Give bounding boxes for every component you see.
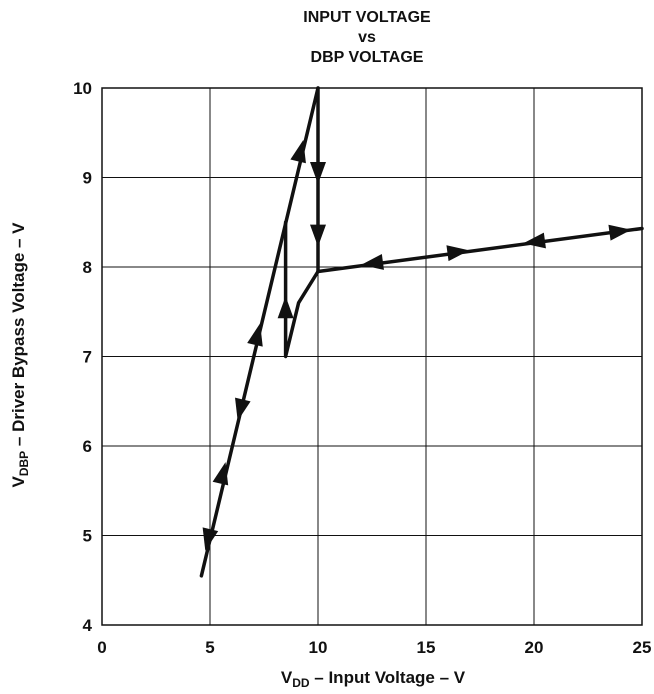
title-line-1: INPUT VOLTAGE [303,9,431,26]
series-line-falling-branch [283,220,320,359]
y-tick-label: 4 [83,616,93,635]
y-axis-label-sub: DBP [17,451,31,476]
x-axis-label: VDD – Input Voltage – V [281,668,466,690]
arrow-right [608,224,632,241]
arrow-up [290,139,306,164]
x-tick-label: 0 [97,638,106,657]
arrow-up [247,323,263,347]
chart-title: INPUT VOLTAGE vs DBP VOLTAGE [303,9,431,66]
title-line-3: DBP VOLTAGE [311,49,424,66]
arrow-up [212,462,229,486]
y-axis-label-rest: – Driver Bypass Voltage – V [9,222,28,451]
y-tick-label: 8 [83,258,92,277]
arrow-down [310,224,326,247]
arrow-down [310,162,326,185]
y-tick-label: 9 [83,169,92,188]
y-axis-label: VDBP – Driver Bypass Voltage – V [9,222,31,488]
arrow-right [446,245,470,262]
x-axis-label-rest: – Input Voltage – V [310,668,466,687]
y-tick-label: 10 [73,79,92,98]
y-axis-label-main: V [9,476,28,488]
y-tick-label: 6 [83,437,92,456]
x-axis-label-main: V [281,668,293,687]
y-tick-labels: 4 5 6 7 8 9 10 [73,79,92,635]
x-axis-label-sub: DD [292,676,310,690]
arrow-left [361,254,384,270]
direction-arrows [202,139,632,551]
plot-frame [101,87,643,626]
title-line-2: vs [358,29,376,46]
arrow-up [277,296,294,319]
arrow-down [235,397,251,421]
x-tick-label: 5 [205,638,214,657]
x-tick-label: 20 [525,638,544,657]
x-tick-label: 10 [309,638,328,657]
x-tick-label: 15 [417,638,436,657]
arrow-down [202,527,219,551]
arrow-left [523,232,546,249]
y-tick-label: 5 [83,527,92,546]
x-tick-label: 25 [633,638,652,657]
data-series [199,86,644,578]
grid [101,87,643,626]
x-tick-labels: 0 5 10 15 20 25 [97,638,651,657]
y-tick-label: 7 [83,348,92,367]
